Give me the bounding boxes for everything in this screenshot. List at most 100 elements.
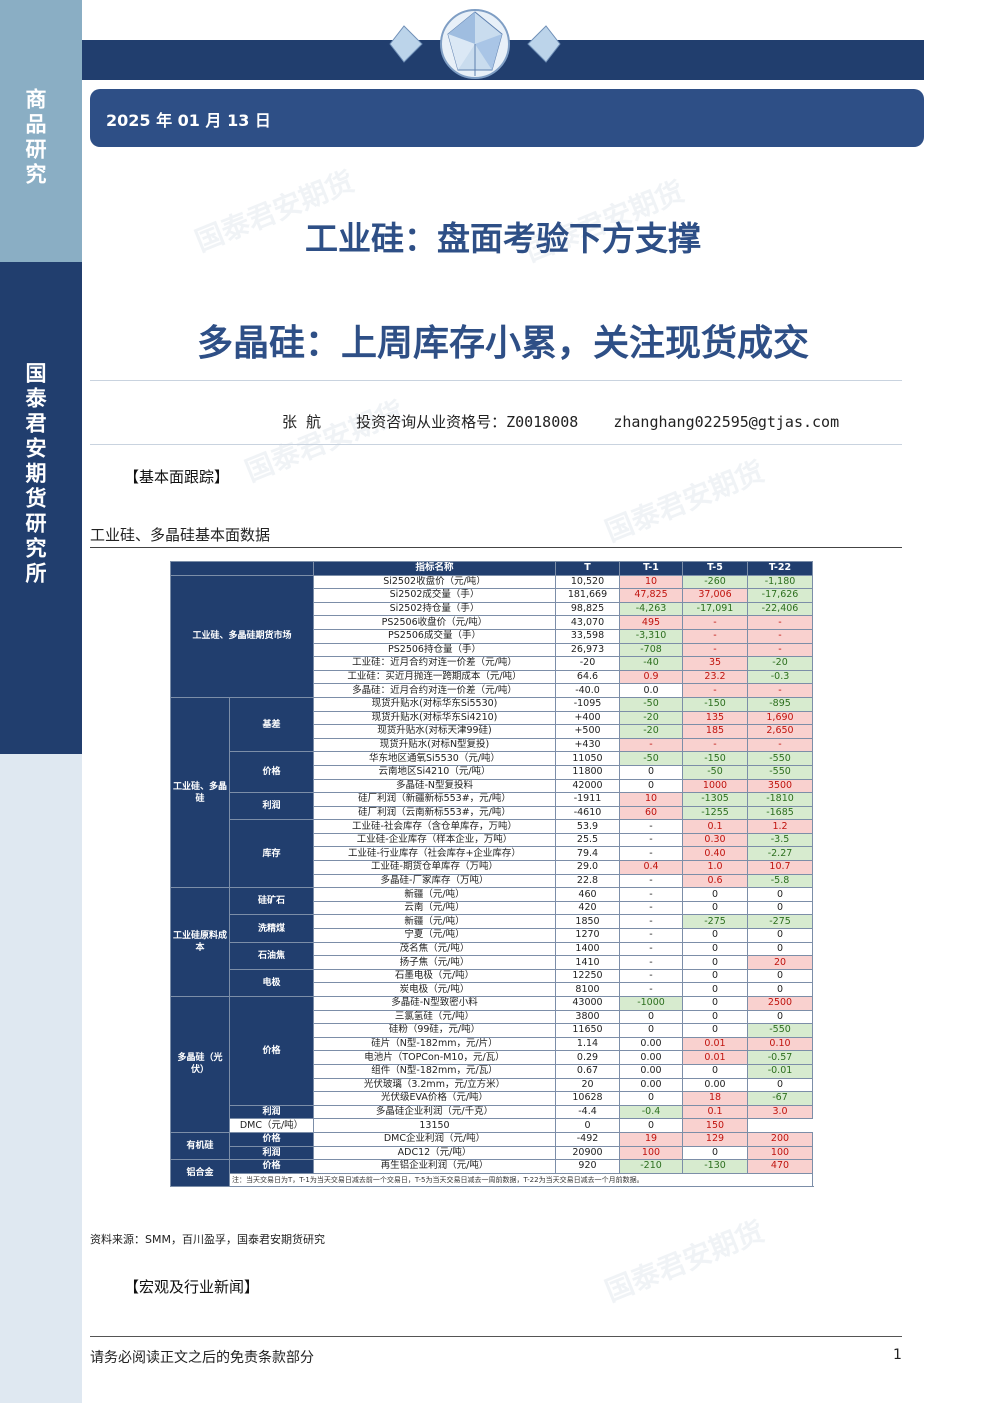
indicator-cell: 炭电极（元/吨） [313, 982, 556, 997]
author-license: 投资咨询从业资格号：Z0018008 [356, 413, 579, 431]
table-row: 硅粉（99硅，元/吨） 11650 0 0 -550 [171, 1023, 813, 1038]
table-title: 工业硅、多晶硅基本面数据 [90, 526, 271, 544]
value-t5-cell: 0 [682, 968, 748, 984]
value-t1-cell: - [619, 873, 683, 889]
value-t5-cell: 0 [682, 955, 748, 970]
value-t-cell: 1850 [555, 914, 620, 930]
value-t22-cell: 150 [682, 1118, 748, 1133]
value-t-cell: 11650 [555, 1023, 620, 1038]
value-t-cell: 11800 [555, 764, 620, 780]
value-t-cell: 43,070 [555, 615, 620, 630]
value-t1-cell: - [619, 737, 683, 753]
value-t-cell: +430 [555, 737, 620, 753]
value-t22-cell: - [747, 642, 813, 658]
indicator-cell: 再生铝企业利润（元/吨） [313, 1159, 556, 1174]
value-t5-cell: 23.2 [682, 669, 748, 685]
value-t22-cell: 20 [747, 955, 813, 970]
value-t-cell: 29.0 [555, 860, 620, 875]
fundamentals-table: 指标名称 T T-1 T-5 T-22 工业硅、多晶硅期货市场 Si2502收盘价… [170, 561, 813, 1188]
indicator-cell: 工业硅-社会库存（含仓单库存，万吨） [313, 819, 556, 834]
value-t1-cell: 0.4 [619, 860, 683, 875]
indicator-cell: 三氯氢硅（元/吨） [313, 1009, 556, 1025]
section-heading-news: 【宏观及行业新闻】 [124, 1278, 260, 1296]
value-t1-cell: 47,825 [619, 588, 683, 603]
value-t1-cell: - [619, 982, 683, 997]
value-t5-cell: 135 [682, 710, 748, 726]
value-t22-cell: -0.3 [747, 669, 813, 685]
value-t-cell: 53.9 [555, 819, 620, 834]
value-t5-cell: - [682, 628, 748, 644]
value-t5-cell: 0.01 [682, 1050, 748, 1065]
value-t1-cell: 0.0 [619, 683, 683, 698]
main-title: 工业硅：盘面考验下方支撑 [305, 219, 701, 258]
value-t5-cell: -150 [682, 751, 748, 766]
header-t: T [555, 561, 620, 576]
value-t22-cell: -550 [747, 1023, 813, 1038]
table-row: 工业硅原料成本 硅矿石 新疆（元/吨） 460-0 0 [170, 887, 813, 997]
table-row: PS2506持仓量（手） 26,973 -708- - [171, 642, 813, 658]
value-t22-cell: -1685 [747, 805, 813, 821]
table-header-row: 指标名称 T T-1 T-5 T-22 [170, 561, 813, 576]
value-t5-cell: -130 [682, 1159, 748, 1174]
value-t-cell: 10628 [555, 1091, 620, 1106]
value-t-cell: 13150 [313, 1118, 556, 1133]
group-label: 有机硅 [170, 1131, 230, 1161]
value-t1-cell: - [619, 928, 683, 943]
value-t1-cell: 0.00 [619, 1063, 683, 1079]
section-heading-fundamentals: 【基本面跟踪】 [124, 468, 230, 486]
value-t5-cell: -150 [682, 696, 748, 712]
value-t-cell: +500 [555, 724, 620, 739]
sub-title: 多晶硅：上周库存小累，关注现货成交 [196, 322, 809, 364]
sidebar-category-panel: 商品研究 [0, 0, 82, 262]
value-t-cell: 460 [555, 887, 620, 902]
indicator-cell: 云南地区Si4210（元/吨） [313, 764, 556, 780]
indicator-cell: 硅厂利润（新疆新标553#，元/吨） [313, 792, 556, 807]
indicator-cell: 多晶硅-厂家库存（万吨） [313, 873, 556, 889]
subgroup-label: 基差 [229, 696, 314, 753]
subgroup-label: 利润 [229, 792, 314, 821]
table-row: 硅片（N型-182mm，元/片） 1.14 0.00 0.01 0.10 [171, 1036, 813, 1052]
value-t-cell: 0.29 [555, 1050, 620, 1065]
value-t1-cell: - [619, 819, 683, 834]
value-t22-cell: -550 [747, 751, 813, 766]
author-line: 张 航 投资咨询从业资格号：Z0018008 zhanghang022595@g… [282, 411, 865, 432]
subgroup-label: 库存 [229, 819, 314, 889]
indicator-cell: Si2502持仓量（手） [313, 601, 556, 617]
indicator-cell: PS2506收盘价（元/吨） [313, 615, 556, 630]
indicator-cell: 硅片（N型-182mm，元/片） [313, 1036, 556, 1052]
value-t22-cell: - [747, 615, 813, 630]
indicator-cell: 现货升贴水(对标华东Si4210) [313, 710, 556, 726]
subgroup-label: 利润 [229, 1104, 314, 1120]
table-row: 利润 多晶硅企业利润（元/千克） -4.4 -0.4 0.1 3.0 [171, 1104, 813, 1120]
value-t1-cell: 10 [619, 792, 683, 807]
indicator-cell: 石墨电极（元/吨） [313, 968, 556, 984]
value-t-cell: -1095 [555, 696, 620, 712]
value-t5-cell: 0 [682, 996, 748, 1011]
footer-rule [90, 1336, 902, 1337]
value-t1-cell: 0.00 [619, 1077, 683, 1093]
value-t22-cell: -1,180 [747, 574, 813, 590]
sidebar-lower-panel [0, 754, 82, 1403]
indicator-cell: PS2506成交量（手） [313, 628, 556, 644]
table-row: Si2502成交量（手） 181,669 47,825 37,006 -17,626 [171, 588, 813, 603]
indicator-cell: 光伏级EVA价格（元/吨） [313, 1091, 556, 1106]
value-t5-cell: 0.00 [682, 1077, 748, 1093]
value-t5-cell: -260 [682, 574, 748, 590]
value-t22-cell: 1.2 [747, 819, 813, 834]
subgroup-label: 价格 [229, 1131, 314, 1147]
value-t22-cell: -0.57 [747, 1050, 813, 1065]
value-t22-cell: 2500 [747, 996, 813, 1011]
value-t-cell: 8100 [555, 982, 620, 997]
indicator-cell: ADC12（元/吨） [313, 1145, 556, 1161]
value-t-cell: 11050 [555, 751, 620, 766]
header-t5: T-5 [682, 561, 748, 576]
indicator-cell: 新疆（元/吨） [313, 914, 556, 930]
value-t1-cell: 19 [619, 1131, 683, 1147]
value-t-cell: 0.67 [555, 1063, 620, 1079]
value-t1-cell: 0.00 [619, 1050, 683, 1065]
value-t-cell: 64.6 [555, 669, 620, 685]
value-t-cell: 1400 [555, 941, 620, 957]
indicator-cell: 宁夏（元/吨） [313, 928, 556, 943]
indicator-cell: 组件（N型-182mm，元/瓦） [313, 1063, 556, 1079]
value-t5-cell: 185 [682, 724, 748, 739]
